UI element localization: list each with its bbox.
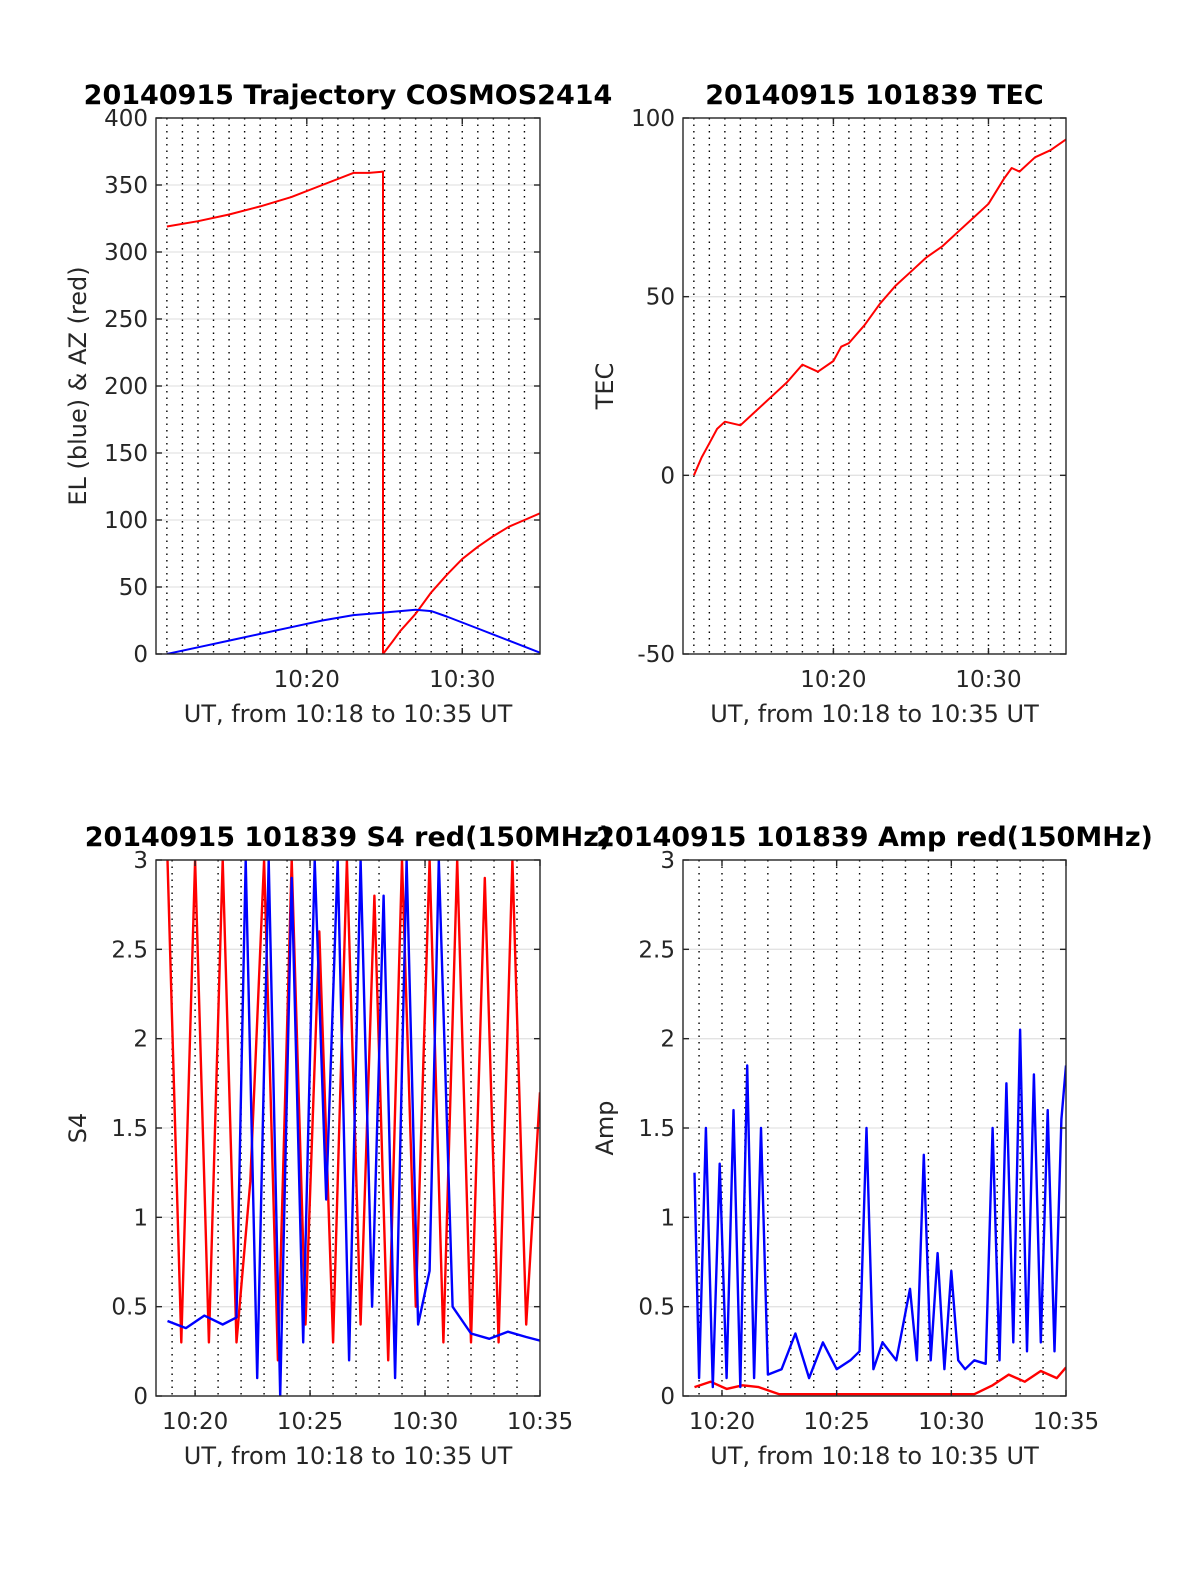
x-axis-label: UT, from 10:18 to 10:35 UT (184, 1442, 513, 1470)
series-line-1 (166, 860, 540, 1362)
y-tick-label: 0 (133, 642, 148, 668)
y-tick-label: 0.5 (638, 1295, 675, 1321)
y-tick-label: -50 (637, 642, 675, 668)
x-tick-label: 10:30 (429, 667, 495, 693)
series-line-1 (694, 1366, 1066, 1396)
y-tick-label: 2.5 (111, 937, 148, 963)
chart-panel-3: 0 0.5 1 1.5 2 2.5 3 10:20 10:25 10:30 10:35 2014091… (64, 822, 611, 1470)
series-line-2 (167, 860, 540, 1396)
chart-panel-1: 0 50 100 150 200 250 300 350 400 10:20 10:30 201409… (64, 80, 612, 728)
x-tick-label: 10:35 (1033, 1409, 1099, 1435)
chart-title: 20140915 101839 Amp red(150MHz) (596, 822, 1153, 853)
y-axis-label: EL (blue) & AZ (red) (64, 266, 92, 505)
y-tick-label: 2 (133, 1027, 148, 1053)
chart-title: 20140915 Trajectory COSMOS2414 (84, 80, 613, 111)
x-axis-label: UT, from 10:18 to 10:35 UT (184, 700, 513, 728)
y-tick-label: 200 (104, 374, 148, 400)
y-tick-label: 1 (133, 1205, 148, 1231)
y-tick-label: 350 (104, 173, 148, 199)
y-tick-label: 3 (133, 848, 148, 874)
x-tick-label: 10:20 (162, 1409, 228, 1435)
y-tick-label: 1.5 (638, 1116, 675, 1142)
y-tick-label: 300 (104, 240, 148, 266)
y-tick-label: 250 (104, 307, 148, 333)
x-tick-label: 10:35 (507, 1409, 573, 1435)
y-tick-label: 0 (660, 463, 675, 489)
x-tick-label: 10:30 (918, 1409, 984, 1435)
chart-title: 20140915 101839 S4 red(150MHz) (85, 822, 612, 853)
series-line-2 (693, 1028, 1066, 1389)
y-tick-label: 400 (104, 106, 148, 132)
y-tick-label: 150 (104, 441, 148, 467)
x-tick-label: 10:25 (277, 1409, 343, 1435)
y-tick-label: 1.5 (111, 1116, 148, 1142)
y-tick-label: 100 (104, 508, 148, 534)
y-tick-label: 50 (119, 575, 148, 601)
y-tick-label: 2 (660, 1027, 675, 1053)
chart-panel-2: -50 0 50 100 10:20 10:30 20140915 101839 TEC UT… (591, 80, 1067, 728)
y-tick-label: 0 (133, 1384, 148, 1410)
y-tick-label: 0.5 (111, 1295, 148, 1321)
y-tick-label: 3 (660, 848, 675, 874)
x-tick-label: 10:20 (274, 667, 340, 693)
x-tick-label: 10:30 (955, 667, 1021, 693)
y-tick-label: 0 (660, 1384, 675, 1410)
y-tick-label: 2.5 (638, 937, 675, 963)
x-tick-label: 10:20 (689, 1409, 755, 1435)
x-tick-label: 10:25 (804, 1409, 870, 1435)
y-axis-label: S4 (64, 1113, 92, 1144)
y-axis-label: Amp (591, 1100, 619, 1155)
x-tick-label: 10:30 (392, 1409, 458, 1435)
y-axis-label: TEC (591, 363, 619, 411)
x-axis-label: UT, from 10:18 to 10:35 UT (710, 1442, 1039, 1470)
y-tick-label: 50 (646, 285, 675, 311)
y-tick-label: 1 (660, 1205, 675, 1231)
x-axis-label: UT, from 10:18 to 10:35 UT (710, 700, 1039, 728)
axes-frame (682, 117, 1067, 655)
series-line-1 (692, 138, 1066, 476)
chart-title: 20140915 101839 TEC (705, 80, 1044, 111)
series-line-2 (166, 608, 540, 654)
y-tick-label: 100 (631, 106, 675, 132)
chart-panel-4: 0 0.5 1 1.5 2 2.5 3 10:20 10:25 10:30 10:35 2014091… (591, 822, 1153, 1470)
x-tick-label: 10:20 (800, 667, 866, 693)
series-line-1 (166, 170, 540, 654)
